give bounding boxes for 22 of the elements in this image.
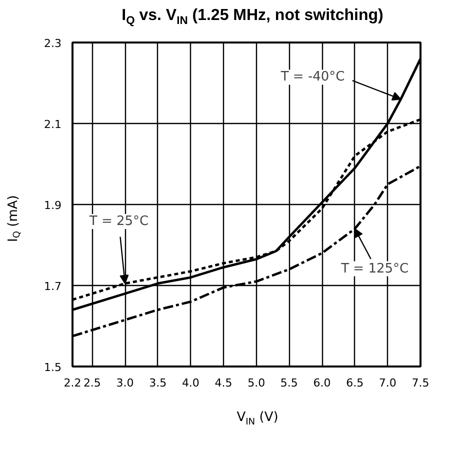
chart-title: I$_{Q}$ vs. V$_{IN}$ (1.25 MHz, not switching) [122,7,384,28]
y-tick-label: 1.5 [44,361,62,374]
x-axis-title: V$_{IN}$ (V) [236,409,278,430]
y-tick-label: 2.3 [44,37,62,50]
x-tick-label: 2.5 [83,376,101,390]
x-tick-label: 2.2 [64,376,82,390]
annotation: T = 25°C [88,214,149,230]
x-tick-label: 7.5 [412,376,430,390]
y-tick-label: 2.1 [44,118,62,132]
x-tick-label: 4.5 [214,376,232,390]
x-tick-label: 3.0 [116,376,134,390]
annotation: T = 125°C [340,261,409,276]
y-tick-label: 1.7 [44,280,62,294]
x-tick-label: 7.0 [378,376,396,390]
x-tick-label: 5.5 [280,376,298,390]
x-tick-label: 5.0 [248,376,266,390]
annotation: T = -40°C [280,70,345,85]
x-tick-label: 4.0 [182,376,200,390]
y-tick-label: 1.9 [44,199,62,212]
x-tick-label: 6.5 [346,376,364,390]
x-tick-label: 3.5 [149,376,167,390]
x-tick-label: 6.0 [313,376,331,390]
